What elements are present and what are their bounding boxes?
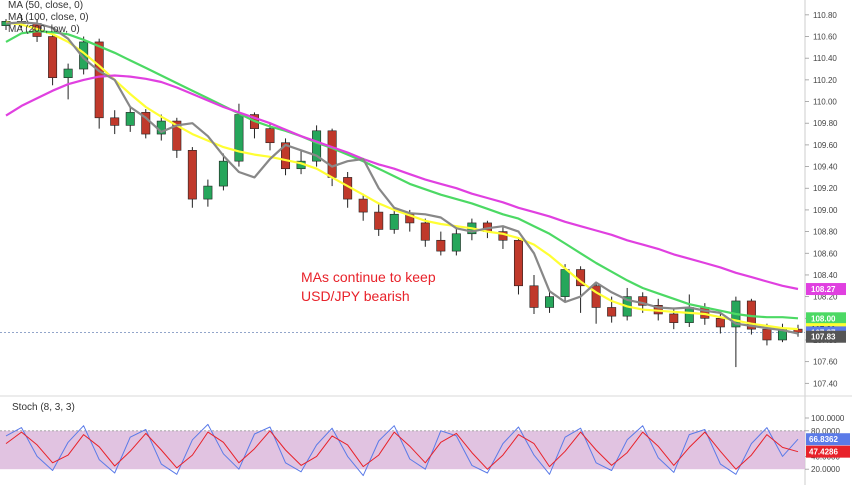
stoch-badge-label: 47.4286 <box>809 448 838 457</box>
price-tick-label: 110.40 <box>813 54 837 63</box>
stoch-title: Stoch (8, 3, 3) <box>12 402 75 413</box>
legend-ma50: MA (50, close, 0) <box>8 0 83 11</box>
stoch-badges: 66.8362 47.4286 <box>806 433 850 458</box>
candle-body <box>125 112 135 126</box>
stoch-badge <box>806 445 850 458</box>
candle-body <box>281 142 291 170</box>
price-tick-label: 108.60 <box>813 249 838 258</box>
stoch-lines <box>5 423 799 477</box>
price-badge <box>806 283 846 296</box>
candle-body <box>529 285 539 308</box>
price-badge-label: 107.83 <box>811 333 836 342</box>
candle-body <box>762 328 772 341</box>
candle-body <box>420 222 430 241</box>
price-tick-label: 108.20 <box>813 293 838 302</box>
candle-body <box>436 239 446 252</box>
stoch-tick-label: 20.0000 <box>811 465 840 474</box>
candle-body <box>560 269 570 297</box>
candle-body <box>513 239 523 287</box>
candle-body <box>48 36 58 78</box>
price-tick-label: 110.20 <box>813 76 837 85</box>
price-tick-label: 108.40 <box>813 271 838 280</box>
candle-body <box>607 307 617 317</box>
stoch-badge-label: 66.8362 <box>809 435 838 444</box>
candle-body <box>451 233 461 252</box>
moving-average-lines <box>5 21 799 335</box>
stoch-line-1 <box>5 430 799 470</box>
candle-body <box>312 130 322 162</box>
annotation-line-2: USD/JPY bearish <box>301 288 410 304</box>
price-tick-label: 110.00 <box>813 98 837 107</box>
price-tick-label: 109.40 <box>813 163 838 172</box>
candle-body <box>638 296 648 306</box>
ma-line-3 <box>5 21 799 335</box>
candle-body <box>141 112 151 135</box>
candle-body <box>265 128 275 144</box>
price-tick-label: 107.40 <box>813 379 838 388</box>
price-badge-label: 108.00 <box>811 314 836 323</box>
legend-ma200: MA (200, low, 0) <box>8 24 80 35</box>
price-tick-label: 110.80 <box>813 11 837 20</box>
candle-body <box>172 120 182 151</box>
candle-body <box>684 307 694 323</box>
price-axis-ticks: 110.80 110.60 110.40 110.20 110.00 109.80 109.… <box>805 11 838 388</box>
ma-line-1 <box>5 30 799 320</box>
ma-line-2 <box>5 74 799 291</box>
price-tick-label: 108.80 <box>813 228 838 237</box>
stoch-badge <box>806 433 850 446</box>
candle-body <box>187 150 197 200</box>
price-tick-label: 109.20 <box>813 184 838 193</box>
price-tick-label: 107.60 <box>813 358 838 367</box>
price-badge <box>806 330 846 343</box>
price-plot-area <box>0 0 805 395</box>
price-tick-label: 109.60 <box>813 141 838 150</box>
candle-body <box>545 296 555 308</box>
candle-body <box>389 213 399 230</box>
candle-body <box>327 130 337 178</box>
candle-body <box>63 68 73 78</box>
candle-body <box>374 211 384 230</box>
candle-body <box>110 117 120 126</box>
price-tick-label: 109.80 <box>813 119 838 128</box>
price-tick-label: 109.00 <box>813 206 838 215</box>
annotation-line-1: MAs continue to keep <box>301 269 436 285</box>
legend-ma100: MA (100, close, 0) <box>8 12 89 23</box>
stoch-tick-label: 100.0000 <box>811 414 845 423</box>
candle-body <box>218 160 228 187</box>
candle-body <box>715 318 725 328</box>
candle-body <box>591 285 601 308</box>
ma-legend: MA (50, close, 0) MA (100, close, 0) MA … <box>8 0 89 35</box>
stoch-line-0 <box>5 423 799 477</box>
candle-body <box>669 313 679 323</box>
price-badge-label: 108.27 <box>811 285 836 294</box>
candle-body <box>358 198 368 213</box>
price-badge <box>806 312 846 325</box>
stoch-tick-label: 80.0000 <box>811 427 840 436</box>
stoch-band <box>0 430 805 470</box>
price-tick-label: 110.60 <box>813 33 837 42</box>
chart-annotation: MAs continue to keep USD/JPY bearish <box>301 269 436 304</box>
candle-body <box>234 114 244 162</box>
candle-body <box>203 185 213 200</box>
ma-line-0 <box>5 21 799 331</box>
candle-body <box>94 41 104 119</box>
